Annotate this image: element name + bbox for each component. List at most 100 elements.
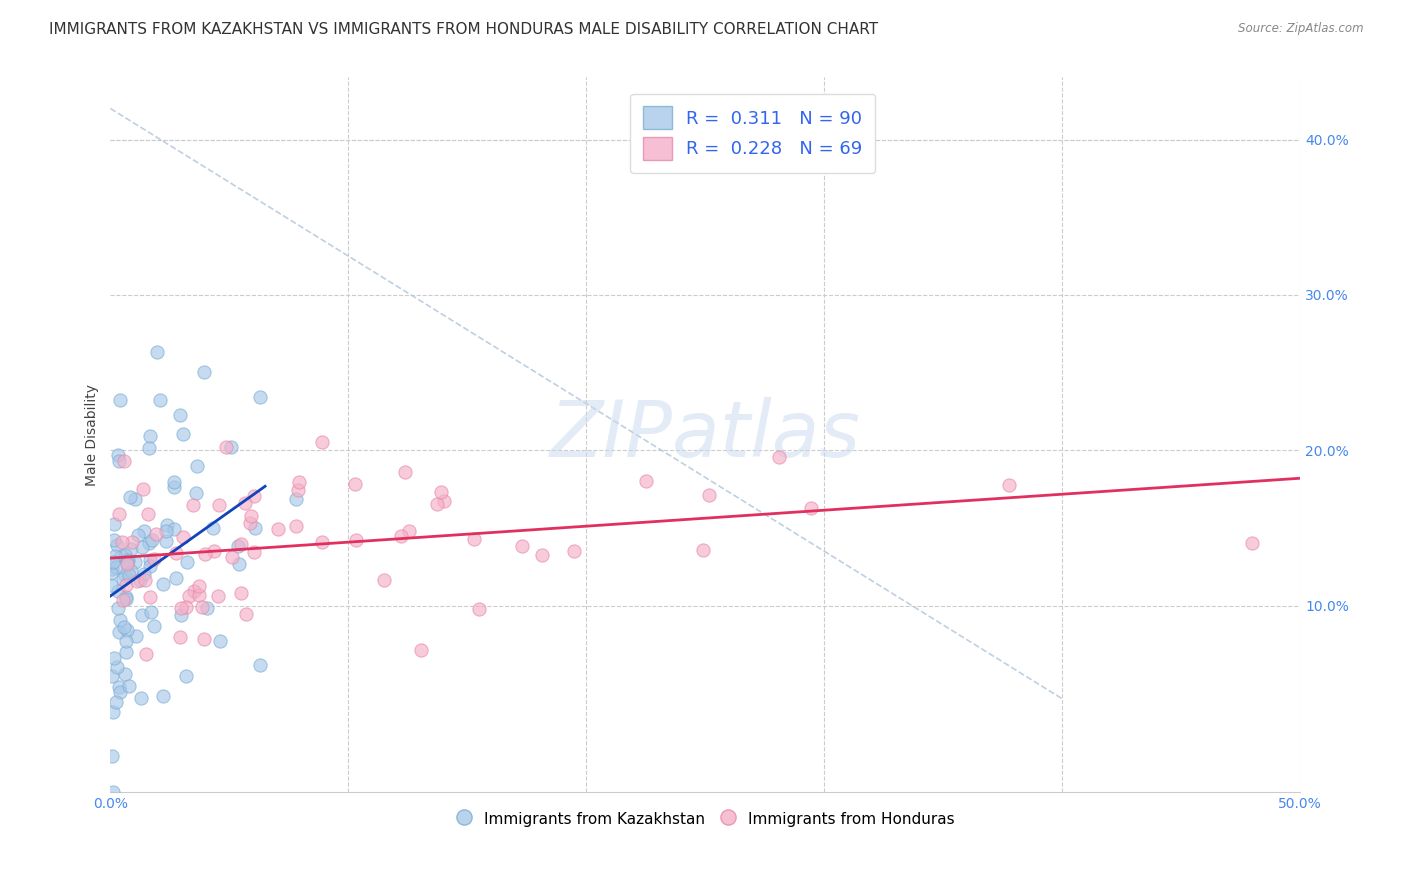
Text: IMMIGRANTS FROM KAZAKHSTAN VS IMMIGRANTS FROM HONDURAS MALE DISABILITY CORRELATI: IMMIGRANTS FROM KAZAKHSTAN VS IMMIGRANTS…: [49, 22, 879, 37]
Point: [202, 521, 225, 535]
Point: [221, 550, 243, 565]
Point: [430, 484, 453, 499]
Point: [131, 690, 153, 705]
Point: [139, 559, 162, 574]
Point: [191, 600, 214, 615]
Point: [114, 568, 136, 582]
Point: [249, 657, 271, 672]
Point: [139, 553, 162, 567]
Point: [124, 491, 146, 506]
Point: [143, 552, 166, 566]
Point: [174, 669, 197, 683]
Point: [103, 555, 125, 569]
Point: [127, 527, 149, 541]
Point: [125, 629, 148, 643]
Point: [186, 459, 208, 474]
Point: [163, 475, 186, 489]
Point: [172, 530, 194, 544]
Point: [284, 518, 307, 533]
Point: [433, 494, 456, 508]
Point: [108, 392, 131, 407]
Point: [112, 620, 135, 634]
Point: [184, 485, 207, 500]
Point: [239, 508, 262, 523]
Point: [104, 695, 127, 709]
Point: [149, 392, 172, 407]
Point: [118, 679, 141, 693]
Point: [193, 632, 215, 646]
Point: [111, 592, 134, 607]
Point: [103, 516, 125, 531]
Point: [163, 480, 186, 494]
Point: [105, 660, 128, 674]
Point: [226, 539, 249, 553]
Point: [104, 549, 127, 563]
Point: [138, 429, 160, 443]
Point: [202, 543, 225, 558]
Point: [115, 645, 138, 659]
Point: [152, 577, 174, 591]
Point: [242, 489, 264, 503]
Point: [170, 608, 193, 623]
Point: [311, 434, 333, 449]
Point: [562, 544, 585, 558]
Point: [132, 482, 155, 496]
Point: [285, 491, 308, 506]
Point: [183, 583, 205, 598]
Point: [398, 524, 420, 538]
Point: [100, 566, 122, 581]
Point: [229, 586, 252, 600]
Point: [636, 475, 658, 489]
Point: [235, 607, 257, 622]
Point: [156, 518, 179, 533]
Point: [107, 600, 129, 615]
Point: [118, 567, 141, 582]
Point: [101, 748, 124, 763]
Point: [311, 535, 333, 549]
Point: [768, 450, 790, 465]
Point: [110, 549, 132, 563]
Point: [177, 589, 200, 603]
Point: [233, 496, 256, 510]
Point: [176, 555, 198, 569]
Point: [208, 498, 231, 512]
Point: [121, 534, 143, 549]
Point: [243, 521, 266, 535]
Point: [105, 538, 128, 552]
Point: [145, 527, 167, 541]
Point: [165, 571, 187, 585]
Point: [142, 618, 165, 632]
Point: [128, 573, 150, 587]
Point: [194, 547, 217, 561]
Point: [114, 667, 136, 681]
Point: [181, 498, 204, 512]
Point: [134, 566, 156, 581]
Point: [394, 465, 416, 479]
Point: [997, 478, 1019, 492]
Point: [104, 560, 127, 574]
Point: [114, 454, 136, 468]
Point: [117, 555, 139, 569]
Point: [343, 476, 366, 491]
Point: [101, 785, 124, 799]
Point: [120, 541, 142, 556]
Point: [108, 680, 131, 694]
Point: [169, 408, 191, 422]
Legend: Immigrants from Kazakhstan, Immigrants from Honduras: Immigrants from Kazakhstan, Immigrants f…: [450, 804, 960, 834]
Point: [152, 689, 174, 703]
Point: [132, 524, 155, 538]
Point: [219, 440, 242, 454]
Point: [162, 523, 184, 537]
Point: [108, 613, 131, 627]
Point: [155, 524, 177, 539]
Point: [344, 533, 367, 547]
Point: [188, 588, 211, 602]
Point: [207, 590, 229, 604]
Point: [118, 491, 141, 505]
Point: [108, 624, 131, 639]
Point: [138, 535, 160, 549]
Point: [411, 642, 433, 657]
Point: [249, 390, 271, 404]
Point: [215, 441, 238, 455]
Point: [141, 533, 163, 548]
